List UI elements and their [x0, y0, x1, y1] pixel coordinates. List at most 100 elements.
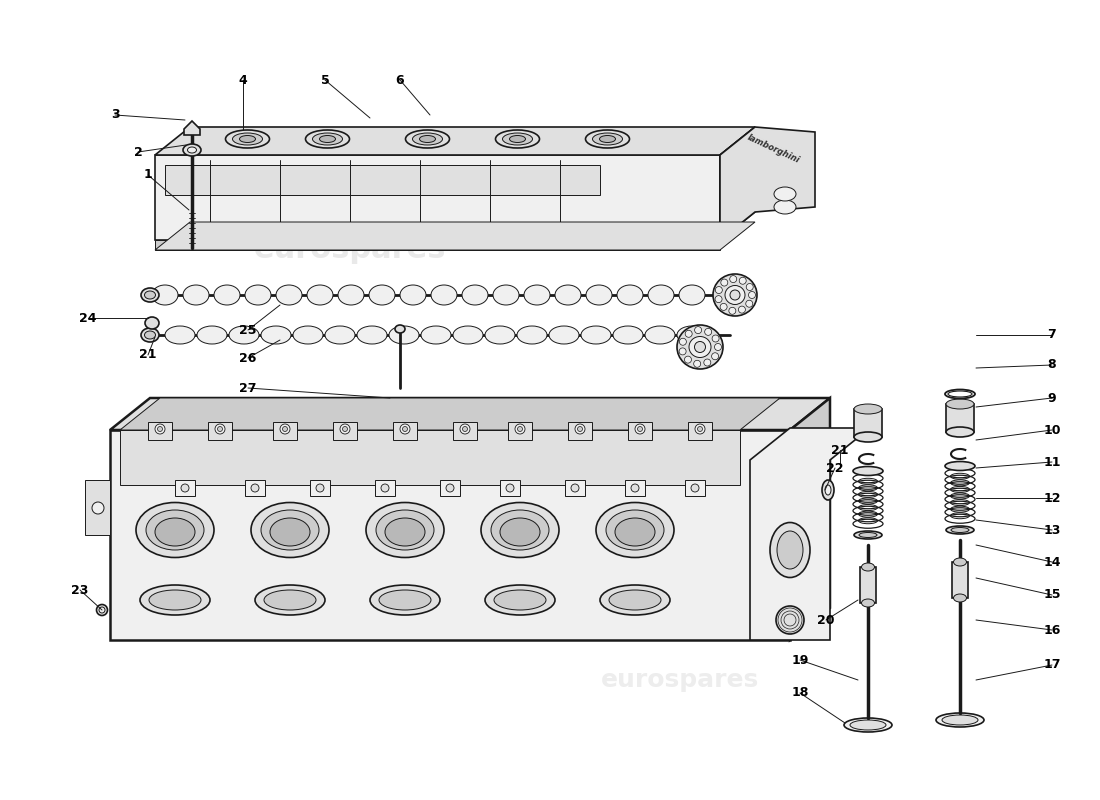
Ellipse shape	[389, 326, 419, 344]
Ellipse shape	[606, 510, 664, 550]
Bar	[333, 422, 358, 440]
Ellipse shape	[854, 404, 882, 414]
Ellipse shape	[144, 331, 155, 339]
Ellipse shape	[715, 286, 723, 294]
Bar	[393, 422, 417, 440]
Text: 20: 20	[817, 614, 835, 626]
Ellipse shape	[730, 290, 740, 300]
Ellipse shape	[581, 326, 611, 344]
Ellipse shape	[421, 326, 451, 344]
Ellipse shape	[854, 531, 882, 539]
Polygon shape	[110, 398, 830, 430]
Ellipse shape	[140, 585, 210, 615]
Bar	[245, 480, 265, 496]
Ellipse shape	[251, 484, 258, 492]
Text: 6: 6	[396, 74, 405, 86]
Ellipse shape	[307, 285, 333, 305]
Ellipse shape	[680, 338, 686, 346]
Ellipse shape	[517, 426, 522, 431]
Ellipse shape	[825, 485, 830, 495]
Ellipse shape	[697, 426, 703, 431]
Ellipse shape	[155, 518, 195, 546]
Ellipse shape	[229, 326, 258, 344]
Ellipse shape	[368, 285, 395, 305]
Ellipse shape	[148, 590, 201, 610]
Ellipse shape	[679, 285, 705, 305]
Ellipse shape	[946, 427, 974, 437]
Ellipse shape	[600, 585, 670, 615]
Ellipse shape	[720, 303, 727, 310]
Bar	[946, 404, 974, 432]
Ellipse shape	[495, 130, 539, 148]
Polygon shape	[85, 480, 110, 535]
Bar	[500, 480, 520, 496]
Ellipse shape	[400, 424, 410, 434]
Ellipse shape	[685, 330, 692, 338]
Bar	[175, 480, 195, 496]
Ellipse shape	[600, 135, 616, 142]
Text: 17: 17	[1043, 658, 1060, 671]
Text: 9: 9	[1047, 391, 1056, 405]
Ellipse shape	[946, 526, 974, 534]
Ellipse shape	[276, 285, 303, 305]
Polygon shape	[184, 121, 200, 135]
Text: 25: 25	[240, 323, 256, 337]
Ellipse shape	[141, 328, 160, 342]
Ellipse shape	[481, 502, 559, 558]
Ellipse shape	[515, 424, 525, 434]
Ellipse shape	[500, 518, 540, 546]
Ellipse shape	[694, 360, 701, 367]
Polygon shape	[155, 155, 720, 240]
Ellipse shape	[615, 518, 654, 546]
Ellipse shape	[264, 590, 316, 610]
Ellipse shape	[92, 502, 104, 514]
Ellipse shape	[214, 424, 225, 434]
Ellipse shape	[319, 135, 336, 142]
Ellipse shape	[218, 426, 222, 431]
Ellipse shape	[261, 326, 292, 344]
Ellipse shape	[381, 484, 389, 492]
Ellipse shape	[141, 288, 160, 302]
Ellipse shape	[136, 502, 214, 558]
Bar	[860, 567, 876, 603]
Ellipse shape	[261, 510, 319, 550]
Bar	[568, 422, 592, 440]
Ellipse shape	[232, 133, 263, 145]
Text: 27: 27	[240, 382, 256, 394]
Ellipse shape	[631, 484, 639, 492]
Ellipse shape	[293, 326, 323, 344]
Ellipse shape	[609, 590, 661, 610]
Ellipse shape	[316, 484, 324, 492]
Bar	[565, 480, 585, 496]
Ellipse shape	[585, 130, 629, 148]
Text: eurospares: eurospares	[601, 668, 759, 692]
Ellipse shape	[280, 424, 290, 434]
Ellipse shape	[596, 502, 674, 558]
Ellipse shape	[485, 585, 556, 615]
Ellipse shape	[395, 325, 405, 333]
Ellipse shape	[406, 130, 450, 148]
Text: 18: 18	[791, 686, 808, 699]
Ellipse shape	[306, 130, 350, 148]
Ellipse shape	[99, 607, 104, 613]
Bar	[440, 480, 460, 496]
Ellipse shape	[729, 307, 736, 314]
Ellipse shape	[183, 144, 201, 156]
Bar	[273, 422, 297, 440]
Ellipse shape	[936, 713, 985, 727]
Text: 12: 12	[1043, 491, 1060, 505]
Ellipse shape	[524, 285, 550, 305]
Ellipse shape	[462, 426, 468, 431]
Ellipse shape	[338, 285, 364, 305]
Ellipse shape	[506, 484, 514, 492]
Ellipse shape	[385, 518, 425, 546]
Ellipse shape	[493, 285, 519, 305]
Text: 21: 21	[832, 443, 849, 457]
Ellipse shape	[954, 558, 967, 566]
Text: eurospares: eurospares	[404, 515, 596, 545]
Ellipse shape	[403, 426, 407, 431]
Polygon shape	[750, 428, 870, 640]
Text: 13: 13	[1043, 523, 1060, 537]
Ellipse shape	[715, 343, 722, 350]
Ellipse shape	[419, 135, 436, 142]
